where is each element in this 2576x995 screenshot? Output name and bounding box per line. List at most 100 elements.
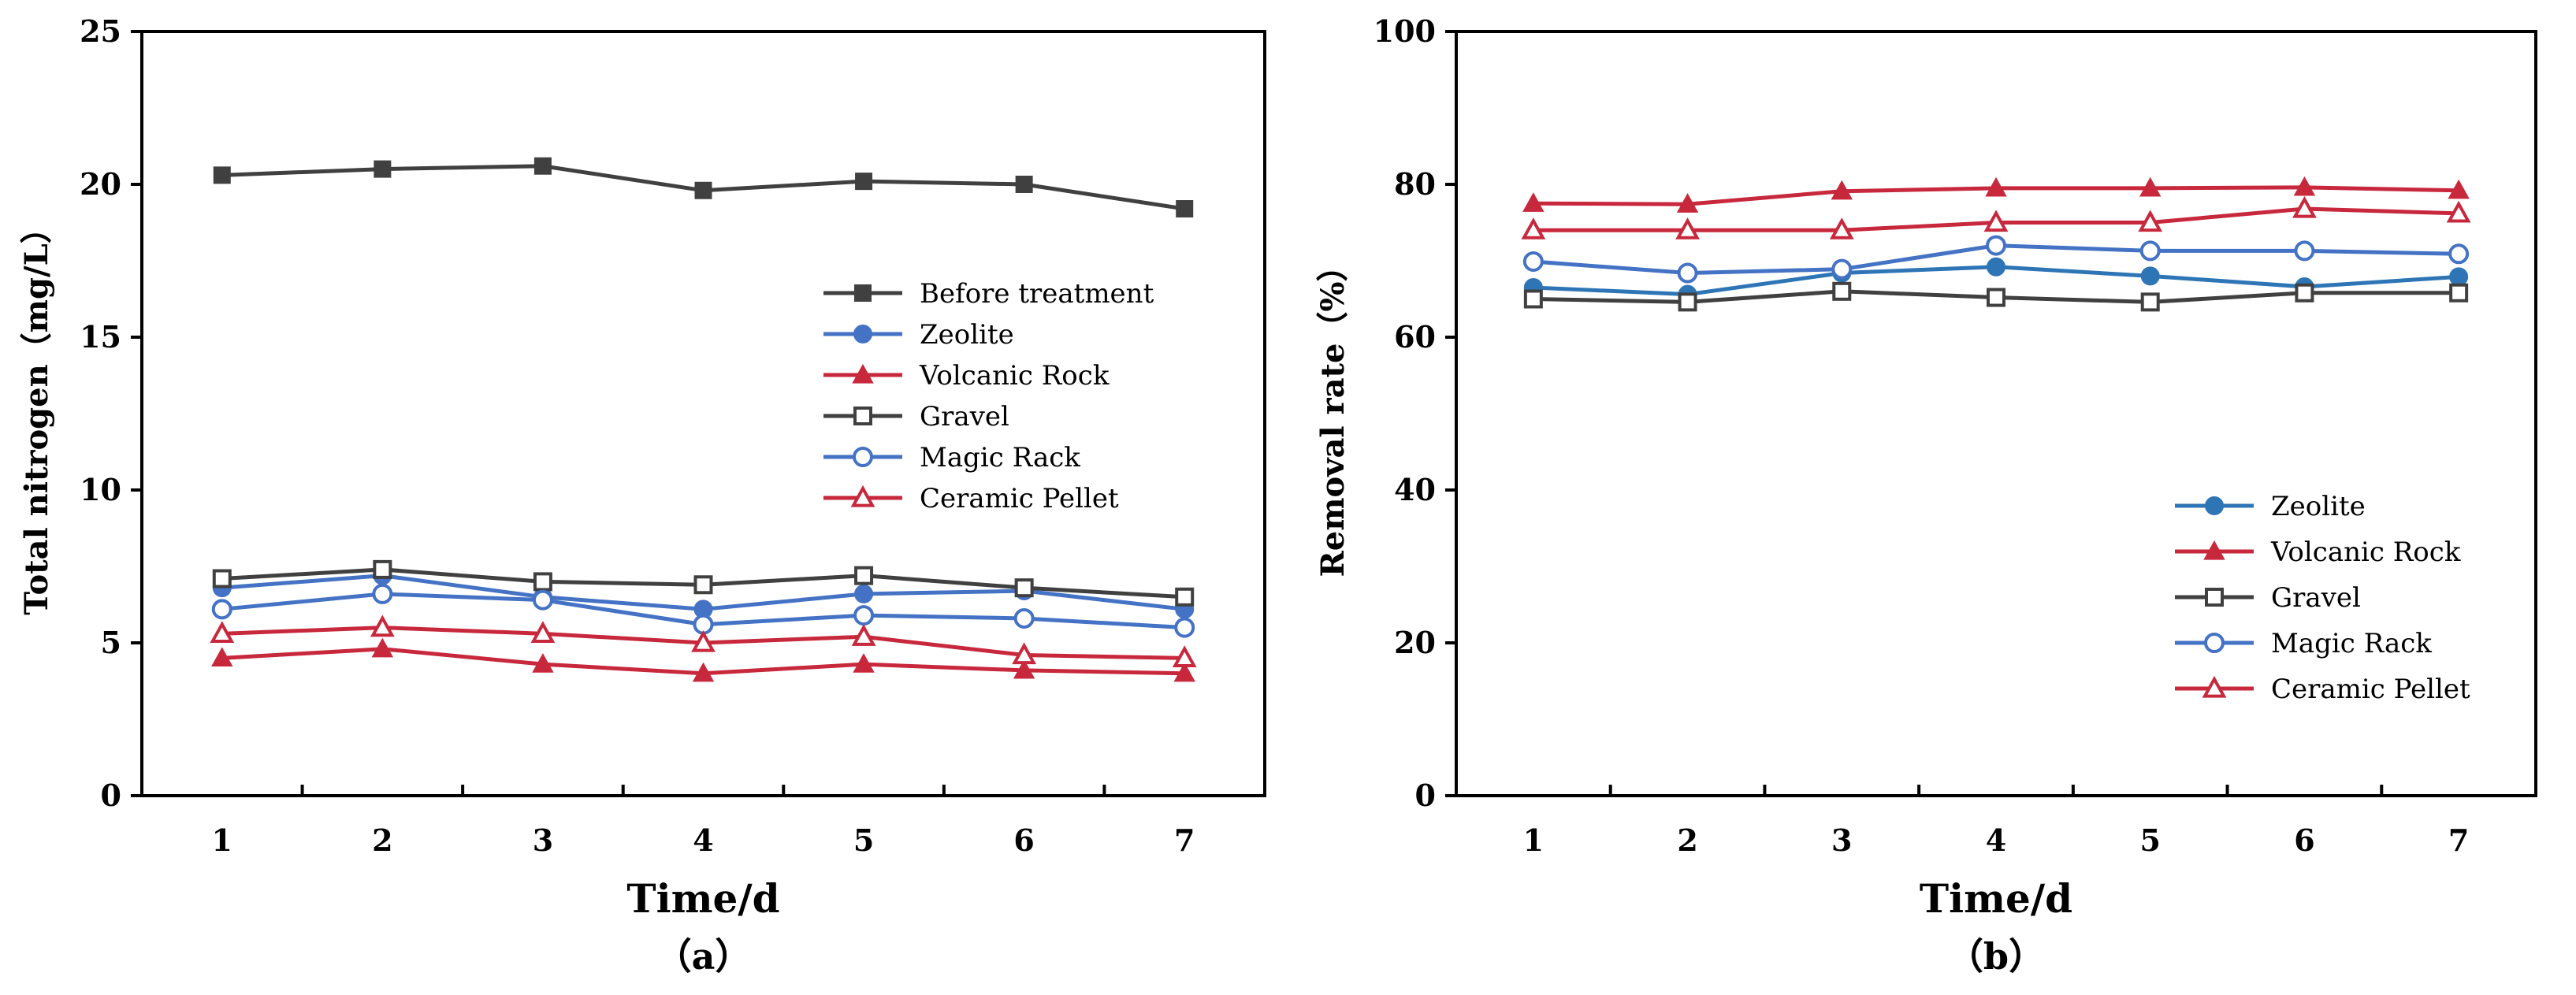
legend-swatch-marker: [850, 485, 875, 507]
data-point: [1677, 262, 1698, 284]
data-point: [1521, 217, 1546, 239]
legend-swatch-marker: [853, 447, 873, 467]
series-volcanic-rock: [1522, 176, 2470, 213]
data-point: [1987, 288, 2005, 307]
y-tick-label: 5: [101, 625, 121, 660]
data-point: [210, 621, 235, 643]
chart-panel-b: 0 20 40 60 80 100 1 2 3 4 5 6 7 Time/d Removal rate（%）…: [1314, 13, 2537, 978]
panel-label: （b）: [1947, 935, 2045, 978]
legend-swatch-marker: [2203, 540, 2225, 560]
data-point: [371, 637, 394, 658]
legend-swatch-marker: [2202, 675, 2227, 698]
data-point: [530, 621, 556, 643]
x-tick-label: 6: [1013, 822, 1034, 858]
data-point: [1522, 251, 1544, 272]
legend-label: Volcanic Rock: [2270, 536, 2461, 568]
data-point: [1831, 180, 1853, 200]
x-tick-label: 7: [2448, 822, 2469, 858]
data-point: [2140, 266, 2160, 286]
x-tick-label: 1: [212, 822, 232, 858]
x-tick-label: 4: [693, 822, 713, 858]
data-point: [370, 614, 395, 637]
x-tick-label: 5: [2139, 822, 2160, 858]
series-gravel: [1523, 281, 2469, 312]
data-point: [211, 599, 232, 620]
data-point: [854, 566, 874, 585]
data-point: [2139, 176, 2162, 197]
y-tick-label: 10: [80, 472, 121, 507]
data-point: [1987, 257, 2005, 277]
data-point: [1831, 258, 1853, 280]
data-point: [373, 559, 392, 579]
data-point: [1523, 289, 1543, 309]
data-point: [1013, 607, 1035, 629]
y-tick-label: 0: [1415, 778, 1436, 813]
data-point: [1173, 662, 1195, 682]
legend-label: Zeolite: [920, 319, 1014, 351]
data-point: [694, 181, 712, 199]
data-point: [532, 589, 553, 611]
data-point: [855, 173, 873, 191]
legend-label: Before treatment: [920, 278, 1154, 310]
data-point: [372, 583, 393, 604]
data-point: [1829, 217, 1854, 239]
legend-label: Volcanic Rock: [919, 360, 1110, 392]
data-point: [1522, 192, 1544, 212]
data-point: [851, 624, 876, 646]
data-point: [2446, 200, 2471, 223]
series-ceramic-pellet: [1521, 195, 2471, 239]
data-point: [2140, 292, 2160, 312]
data-point: [853, 605, 875, 626]
y-tick-label: 20: [80, 166, 121, 202]
series-magic-rack: [1522, 235, 2470, 284]
data-point: [2139, 240, 2161, 262]
data-point: [1983, 210, 2009, 232]
data-point: [532, 653, 554, 673]
data-point: [1678, 292, 1697, 312]
legend-label: Zeolite: [2271, 491, 2366, 522]
data-point: [1014, 578, 1034, 598]
x-axis-title: Time/d: [1920, 875, 2072, 922]
y-tick-label: 20: [1394, 625, 1436, 660]
y-axis-title: Removal rate（%）: [1314, 251, 1351, 577]
legend-swatch-marker: [2205, 588, 2224, 607]
data-point: [533, 157, 552, 175]
x-tick-label: 4: [1986, 822, 2006, 858]
data-point: [2295, 283, 2314, 303]
series-volcanic-rock: [211, 637, 1195, 682]
legend-label: Magic Rack: [2271, 628, 2432, 659]
x-tick-label: 5: [853, 822, 874, 858]
y-tick-label: 100: [1373, 13, 1436, 49]
legend-swatch-marker: [854, 284, 872, 302]
y-tick-label: 25: [80, 13, 121, 49]
data-point: [1015, 176, 1033, 193]
series-gravel: [212, 559, 1195, 607]
data-point: [692, 662, 715, 682]
data-point: [2448, 243, 2470, 265]
data-point: [1985, 176, 2007, 197]
data-point: [211, 647, 233, 666]
data-point: [2293, 176, 2316, 196]
x-tick-label: 3: [533, 822, 553, 858]
data-point: [1012, 642, 1037, 665]
data-point: [2138, 210, 2163, 232]
panel-label: （a）: [656, 935, 752, 978]
data-point: [691, 629, 716, 652]
data-point: [1676, 193, 1699, 213]
legend-swatch-marker: [852, 363, 874, 384]
legend-swatch-marker: [2204, 633, 2225, 653]
y-tick-label: 0: [101, 778, 121, 813]
data-point: [1174, 617, 1195, 638]
data-point: [853, 653, 875, 673]
x-tick-label: 7: [1174, 822, 1195, 858]
plot-frame: [140, 30, 1266, 797]
x-tick-label: 2: [1677, 822, 1697, 858]
data-point: [854, 584, 874, 603]
chart-panel-a: 0 5 10 15 20 25 1 2 3 4 5 6 7 Time/d Total nitrogen（mg…: [18, 13, 1266, 978]
data-point: [1175, 587, 1195, 607]
y-tick-label: 40: [1394, 472, 1436, 507]
legend-label: Gravel: [2271, 582, 2361, 614]
legend-label: Gravel: [920, 401, 1009, 433]
data-point: [2294, 240, 2315, 262]
data-point: [693, 575, 713, 595]
